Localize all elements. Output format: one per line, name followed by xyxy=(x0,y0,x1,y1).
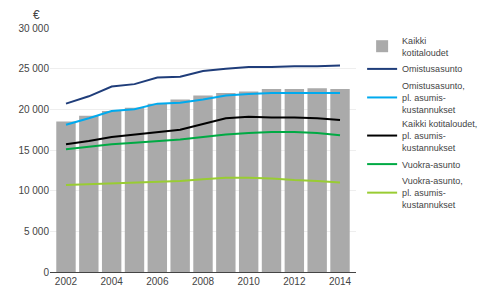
svg-text:2006: 2006 xyxy=(146,276,169,287)
svg-text:Omistusasunto: Omistusasunto xyxy=(402,64,462,74)
svg-text:Omistusasunto,pl. asumis-kusta: Omistusasunto,pl. asumis-kustannukset xyxy=(402,81,465,114)
svg-text:2014: 2014 xyxy=(329,276,352,287)
svg-text:Vuokra-asunto,pl. asumis-kusta: Vuokra-asunto,pl. asumis-kustannukset xyxy=(402,176,463,209)
svg-text:2002: 2002 xyxy=(55,276,78,287)
svg-text:2004: 2004 xyxy=(101,276,124,287)
svg-text:€: € xyxy=(33,8,40,22)
svg-text:Vuokra-asunto: Vuokra-asunto xyxy=(402,160,460,170)
svg-text:2008: 2008 xyxy=(192,276,215,287)
svg-text:2012: 2012 xyxy=(283,276,306,287)
svg-text:Kaikkikotitaloudet: Kaikkikotitaloudet xyxy=(402,36,449,58)
svg-text:10 000: 10 000 xyxy=(18,185,49,196)
svg-text:20 000: 20 000 xyxy=(18,104,49,115)
svg-text:Kaikki kotitaloudet,pl. asumis: Kaikki kotitaloudet,pl. asumis-kustannuk… xyxy=(402,119,477,152)
svg-text:5 000: 5 000 xyxy=(24,226,49,237)
svg-text:0: 0 xyxy=(43,267,49,278)
svg-text:25 000: 25 000 xyxy=(18,63,49,74)
svg-text:30 000: 30 000 xyxy=(18,23,49,34)
svg-text:2010: 2010 xyxy=(238,276,261,287)
svg-text:15 000: 15 000 xyxy=(18,145,49,156)
